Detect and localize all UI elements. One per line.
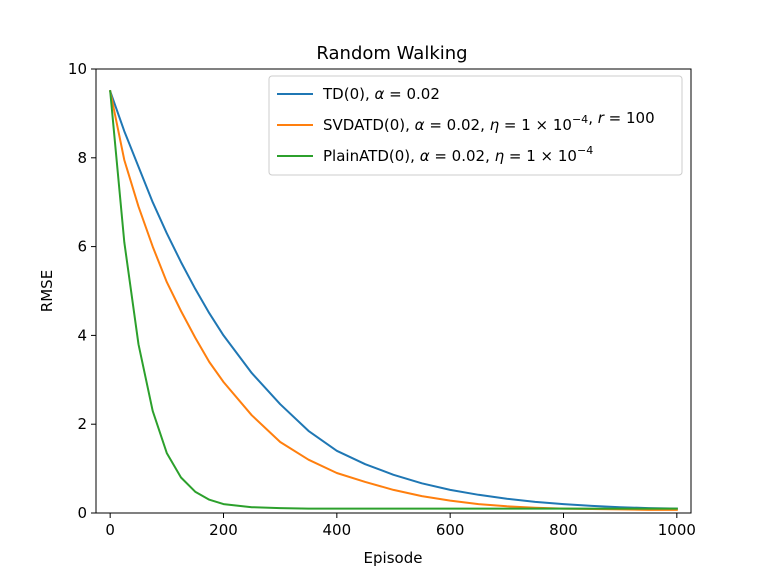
y-axis-label: RMSE	[38, 270, 56, 312]
y-axis-ticks: 0 2 4 6 8 10	[68, 60, 96, 522]
y-tick-label: 6	[77, 238, 87, 256]
x-axis-ticks: 0 200 400 600 800 1000	[105, 513, 696, 539]
legend: TD(0), α = 0.02 SVDATD(0), α = 0.02, η = …	[268, 75, 683, 176]
y-tick-label: 4	[77, 326, 87, 344]
x-tick-label: 0	[105, 521, 115, 539]
series-line-2	[109, 90, 678, 510]
x-tick-label: 1000	[658, 521, 696, 539]
chart-title: Random Walking	[316, 43, 467, 64]
y-tick-label: 0	[77, 504, 87, 522]
legend-label-0: TD(0), α = 0.02	[322, 85, 440, 103]
series-layer	[108, 89, 678, 511]
legend-label-2: PlainATD(0), α = 0.02, η = 1 × 10−4	[323, 144, 593, 165]
y-tick-label: 2	[77, 415, 87, 433]
plot-frame	[95, 68, 692, 514]
x-axis-label: Episode	[364, 549, 423, 567]
legend-label-1: SVDATD(0), α = 0.02, η = 1 × 10−4, r = 1…	[323, 109, 655, 134]
series-line-0	[108, 89, 678, 510]
x-tick-label: 800	[549, 521, 578, 539]
y-tick-label: 8	[77, 149, 87, 167]
y-tick-label: 10	[68, 60, 87, 78]
x-tick-label: 200	[209, 521, 238, 539]
legend-box	[268, 75, 683, 176]
x-tick-label: 400	[323, 521, 352, 539]
x-tick-label: 600	[436, 521, 465, 539]
